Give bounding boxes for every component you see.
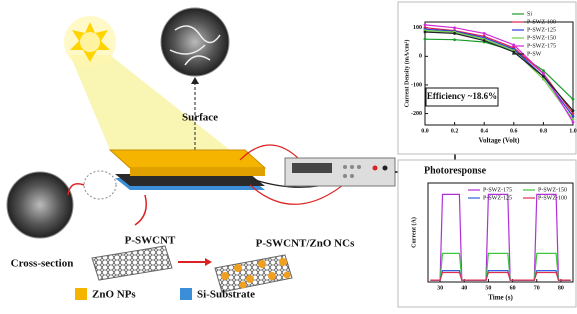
arrow-head	[205, 258, 212, 266]
legend-label: Si-Substrate	[197, 289, 255, 301]
nanotube	[92, 246, 172, 280]
cross-section-sem	[7, 172, 73, 238]
legend-label: Si	[527, 11, 532, 17]
legend-label: P-SWZ-175	[483, 187, 512, 193]
x-tick-label: 40	[461, 285, 467, 291]
x-tick-label: 0.0	[421, 128, 429, 134]
x-tick-label: 30	[437, 285, 443, 291]
point	[424, 23, 427, 26]
decorated-nanotube	[215, 255, 292, 292]
x-axis-label: Voltage (Volt)	[479, 137, 521, 145]
legend-label: P-SWZ-175	[527, 43, 556, 49]
point	[453, 26, 456, 29]
legend-label: ZnO NPs	[92, 289, 136, 301]
y-tick-label: -200	[411, 111, 422, 117]
source-meter	[285, 158, 395, 186]
legend-label: P-SWZ-150	[527, 35, 556, 41]
x-tick-label: 0.2	[451, 128, 459, 134]
composite-label: P-SWCNT/ZnO NCs	[256, 238, 355, 250]
y-tick-label: -100	[411, 82, 422, 88]
legend-label: P-SWZ-125	[527, 27, 556, 33]
legend-label: P-SWZ-125	[483, 195, 512, 201]
point	[542, 75, 545, 78]
zno-edge	[130, 168, 265, 176]
point	[483, 39, 486, 42]
p-swcnt-label: P-SWCNT	[125, 235, 176, 247]
point	[512, 51, 515, 54]
legend-label: P-SWZ-100	[527, 19, 556, 25]
point	[453, 32, 456, 35]
point	[453, 38, 456, 41]
legend-swatch	[180, 288, 192, 300]
x-tick-label: 70	[534, 285, 540, 291]
point	[542, 69, 545, 72]
x-tick-label: 0.4	[480, 128, 488, 134]
arrow-head	[191, 77, 199, 84]
y-tick-label: 100	[413, 25, 422, 31]
surface-label: Surface	[182, 112, 218, 124]
surface-sem	[161, 8, 229, 76]
zoom-ring	[84, 171, 116, 199]
point	[483, 32, 486, 35]
point	[424, 31, 427, 34]
chart-title: Photoresponse	[424, 165, 487, 176]
point	[572, 121, 575, 124]
x-tick-label: 50	[485, 285, 491, 291]
cross-section-label: Cross-section	[11, 258, 74, 270]
sun	[64, 16, 116, 68]
x-tick-label: 1.0	[569, 128, 577, 134]
legend-label: P-SWZ-150	[538, 187, 567, 193]
x-tick-label: 60	[510, 285, 516, 291]
point	[424, 38, 427, 41]
graphical-abstract: Surface Cross-section P-SWCNT P-SWCNT/Zn…	[0, 0, 577, 309]
legend-label: P-SW	[527, 51, 542, 57]
legend-label: P-SWZ-100	[538, 195, 567, 201]
y-axis-label: Current (A)	[410, 217, 417, 248]
arrow-red	[135, 195, 146, 225]
y-tick-label: 0	[419, 54, 422, 60]
x-tick-label: 0.6	[510, 128, 518, 134]
annotation: Efficiency ~18.6%	[427, 91, 497, 101]
point	[572, 109, 575, 112]
x-axis-label: Time (s)	[488, 294, 513, 302]
x-tick-label: 80	[558, 285, 564, 291]
x-tick-label: 0.8	[540, 128, 548, 134]
point	[572, 98, 575, 101]
point	[542, 72, 545, 75]
y-axis-label: Current Density (mA/cm²)	[403, 40, 410, 108]
legend-swatch	[75, 288, 87, 300]
